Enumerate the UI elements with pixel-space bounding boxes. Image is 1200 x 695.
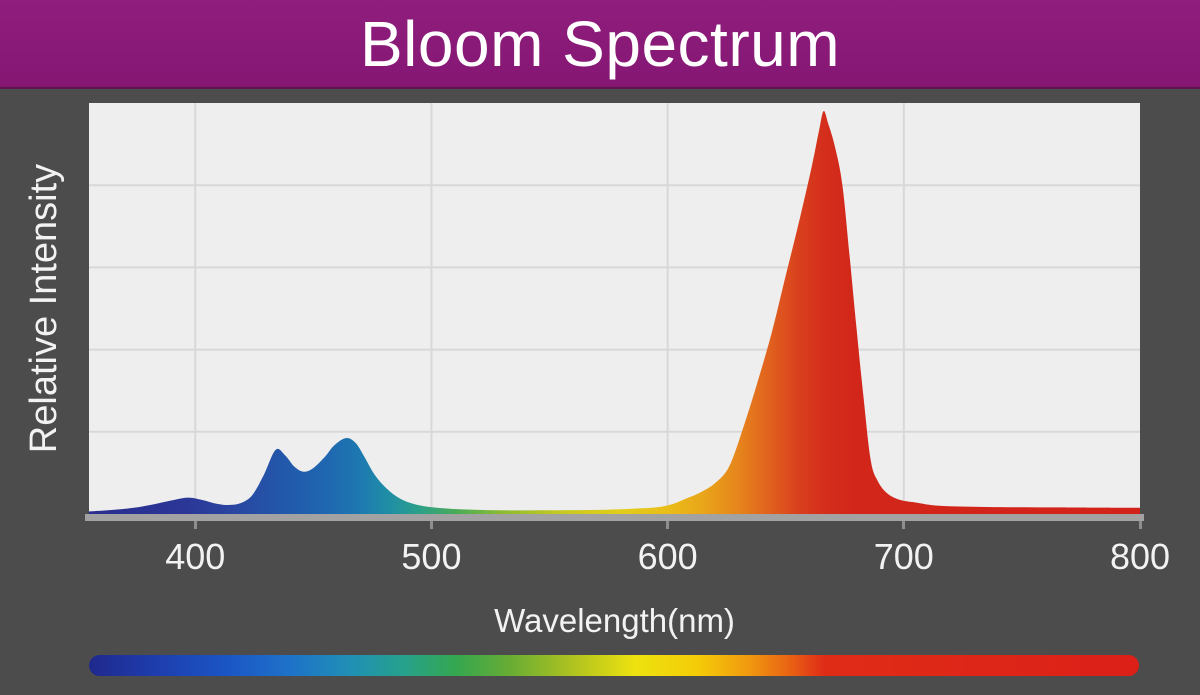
x-tick-label: 400 (165, 536, 226, 577)
x-tick-label: 800 (1109, 536, 1171, 577)
x-axis-line (85, 514, 1144, 521)
x-tick-mark (666, 521, 670, 529)
y-axis-label: Relative Intensity (23, 163, 65, 454)
spectrum-plot (89, 103, 1140, 514)
x-tick-mark (902, 521, 906, 529)
x-tick-mark (429, 521, 433, 529)
x-tick-label: 600 (637, 536, 698, 577)
y-axis-label-box: Relative Intensity (0, 103, 89, 514)
visible-spectrum-colorbar (89, 655, 1139, 676)
x-tick-mark (193, 521, 197, 529)
x-tick-label: 500 (401, 536, 462, 577)
chart-title: Bloom Spectrum (359, 7, 841, 80)
x-tick-mark (1138, 521, 1142, 529)
x-axis-title: Wavelength(nm) (494, 602, 735, 639)
title-bar: Bloom Spectrum (0, 0, 1200, 89)
x-tick-label: 700 (873, 536, 934, 577)
